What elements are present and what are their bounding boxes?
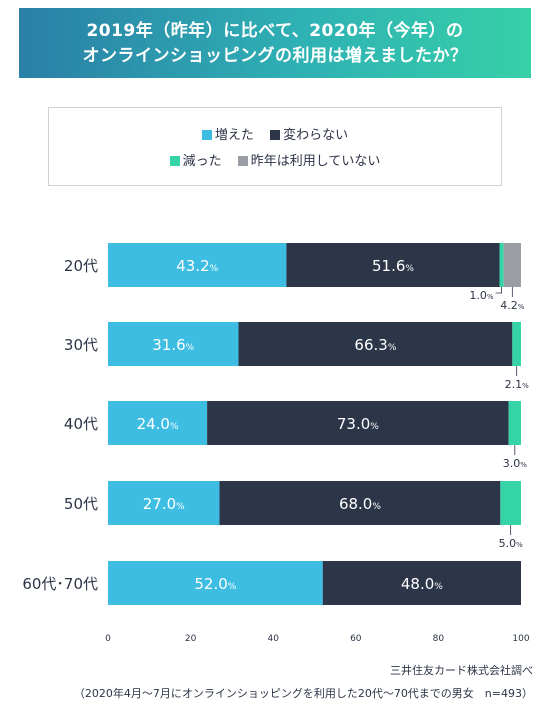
legend-swatch-not-used [237, 156, 248, 166]
legend-swatch-decreased [169, 156, 180, 166]
category-label: 40代 [64, 415, 98, 433]
title-banner: 2019年（昨年）に比べて、2020年（今年）の オンラインショッピングの利用は… [19, 8, 531, 78]
bar-segment [207, 401, 509, 445]
legend-row-1: 増えた 変わらない [49, 128, 501, 144]
bar-segment [508, 401, 521, 445]
bar-segment [512, 322, 521, 366]
bar-segment [108, 401, 208, 445]
data-label: 27.0% [143, 495, 185, 513]
data-label-small: 4.2% [500, 299, 525, 312]
legend-label-unchanged: 変わらない [283, 128, 349, 143]
callout-leader [495, 287, 502, 294]
x-tick-label: 100 [512, 634, 529, 644]
bar-segment [108, 243, 287, 287]
x-tick-label: 0 [105, 634, 111, 644]
x-tick-label: 20 [185, 634, 197, 644]
category-label: 20代 [64, 257, 98, 275]
data-label: 24.0% [137, 415, 179, 433]
data-label: 73.0% [337, 415, 379, 433]
data-label-small: 5.0% [499, 537, 524, 550]
legend-item-unchanged: 変わらない [270, 128, 348, 144]
bar-segment [500, 481, 521, 525]
data-label: 66.3% [354, 336, 396, 354]
bar-segment [238, 322, 513, 366]
data-label: 31.6% [152, 336, 194, 354]
x-tick-label: 40 [267, 634, 279, 644]
data-label-small: 2.1% [505, 378, 530, 391]
bar-segment [108, 322, 239, 366]
legend-row-2: 減った 昨年は利用していない [49, 154, 501, 170]
legend-item-not-used: 昨年は利用していない [237, 154, 381, 170]
category-label: 50代 [64, 495, 98, 513]
survey-note: （2020年4月～7月にオンラインショッピングを利用した20代～70代までの男女… [73, 687, 533, 700]
data-label: 68.0% [339, 495, 381, 513]
bar-segment [108, 481, 220, 525]
legend-label-not-used: 昨年は利用していない [250, 154, 381, 169]
data-label-small: 1.0% [469, 289, 494, 302]
bar-segment [322, 561, 521, 605]
x-tick-label: 80 [433, 634, 445, 644]
data-label: 48.0% [401, 575, 443, 593]
data-label: 51.6% [372, 257, 414, 275]
category-label: 60代･70代 [22, 575, 98, 593]
x-tick-label: 60 [350, 634, 362, 644]
legend-label-decreased: 減った [182, 154, 222, 169]
legend-swatch-unchanged [270, 130, 281, 140]
bar-segment [286, 243, 500, 287]
stacked-bar-chart: 20代 43.2% 51.6% 1.0% 4.2% 30代 31.6% 66.3% 2.1% 40… [22, 243, 530, 644]
data-label: 52.0% [194, 575, 236, 593]
legend-label-increased: 増えた [214, 128, 254, 143]
legend-swatch-increased [201, 130, 212, 140]
legend-item-increased: 増えた [201, 128, 254, 144]
bar-segment [503, 243, 521, 287]
bar-segment [219, 481, 501, 525]
data-label: 43.2% [176, 257, 218, 275]
source-note: 三井住友カード株式会社調べ [390, 664, 533, 677]
bar-segment [108, 561, 323, 605]
legend: 増えた 変わらない 減った 昨年は利用していない [48, 107, 502, 186]
chart-title-line2: オンラインショッピングの利用は増えましたか？ [82, 46, 468, 66]
chart-title-line1: 2019年（昨年）に比べて、2020年（今年）の [86, 21, 464, 41]
data-label-small: 3.0% [503, 457, 528, 470]
legend-item-decreased: 減った [169, 154, 222, 170]
category-label: 30代 [64, 336, 98, 354]
bar-segment [499, 243, 504, 287]
